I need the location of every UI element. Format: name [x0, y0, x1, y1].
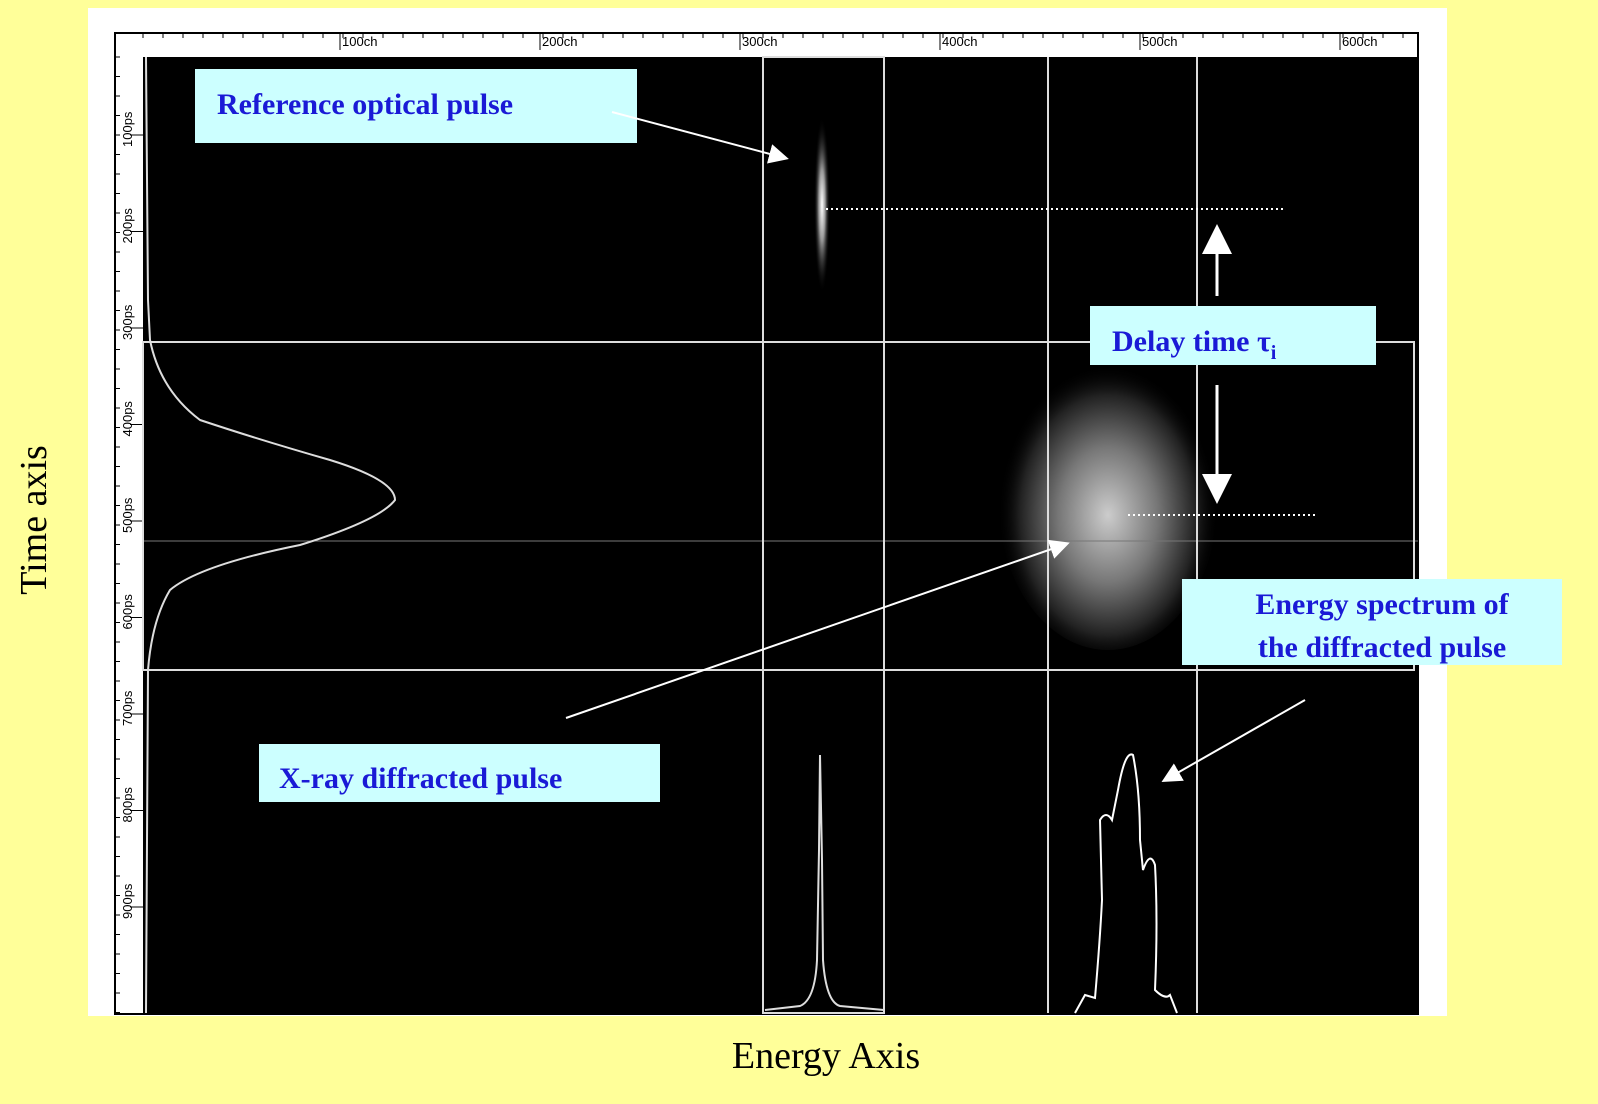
- x-tick-label: 400ch: [942, 34, 977, 49]
- x-tick-label: 500ch: [1142, 34, 1177, 49]
- y-tick-label: 500ps: [120, 497, 135, 533]
- page: 100ch 200ch 300ch 400ch 500ch 600ch 100ps 200ps…: [0, 0, 1598, 1104]
- annotation: X-ray diffracted pulse: [279, 762, 562, 795]
- subscript: i: [1271, 342, 1277, 364]
- y-tick-label: 300ps: [120, 304, 135, 340]
- reference-pulse: [814, 117, 830, 293]
- y-tick-label: 900ps: [120, 883, 135, 919]
- x-tick-label: 600ch: [1342, 34, 1377, 49]
- y-axis-label: Time axis: [13, 445, 55, 595]
- x-tick-label: 300ch: [742, 34, 777, 49]
- annotation-text: Delay time τ: [1112, 325, 1271, 358]
- y-tick-label: 100ps: [120, 111, 135, 147]
- x-axis-label: Energy Axis: [732, 1035, 920, 1077]
- x-tick-label: 200ch: [542, 34, 577, 49]
- annotation: Reference optical pulse: [217, 88, 513, 121]
- y-tick-label: 700ps: [120, 690, 135, 726]
- annotation: Energy spectrum of: [1255, 588, 1509, 621]
- y-tick-label: 800ps: [120, 787, 135, 823]
- y-tick-label: 400ps: [120, 401, 135, 437]
- figure: 100ch 200ch 300ch 400ch 500ch 600ch 100ps 200ps…: [0, 0, 1598, 1104]
- y-tick-label: 200ps: [120, 208, 135, 244]
- annotation: the diffracted pulse: [1258, 631, 1506, 664]
- streak-image: [143, 57, 1418, 1014]
- y-tick-label: 600ps: [120, 594, 135, 630]
- x-tick-label: 100ch: [342, 34, 377, 49]
